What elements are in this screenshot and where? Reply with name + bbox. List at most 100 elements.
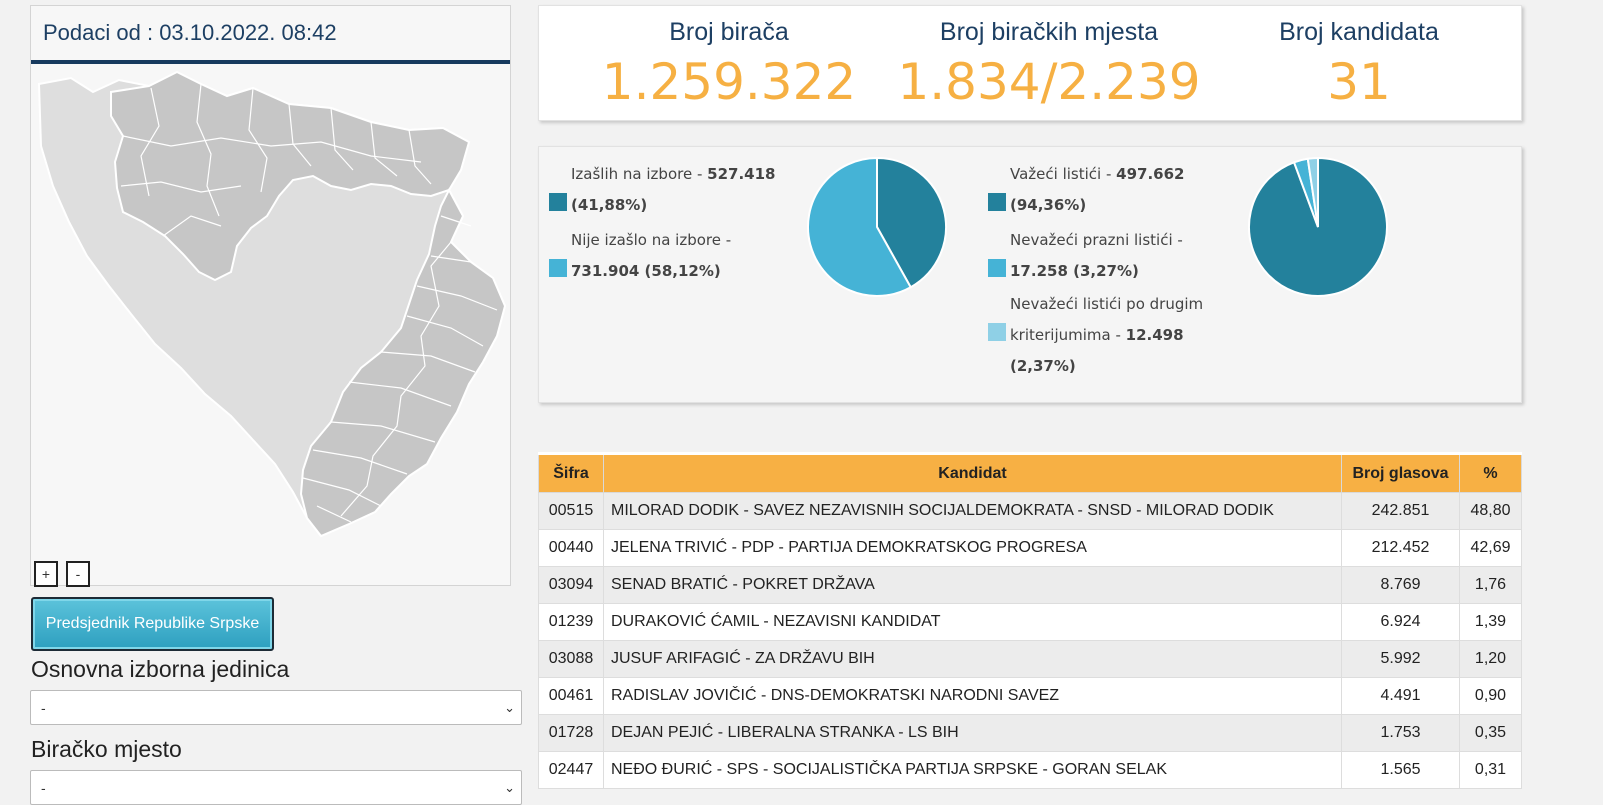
legend-blank: Nevažeći prazni listići - 17.258 (3,27%) [988, 225, 1228, 287]
cell-votes: 1.753 [1341, 714, 1460, 752]
legend-valid-value: 497.662 [1116, 165, 1185, 183]
results-table: Šifra Kandidat Broj glasova % 00515 MILOR… [538, 452, 1522, 789]
cell-code: 02447 [538, 751, 604, 789]
map-header: Podaci od : 03.10.2022. 08:42 [31, 6, 510, 64]
table-row[interactable]: 00440 JELENA TRIVIĆ - PDP - PARTIJA DEMOK… [538, 529, 1522, 567]
pie-slice[interactable] [807, 156, 913, 297]
cell-candidate: MILORAD DODIK - SAVEZ NEZAVISNIH SOCIJAL… [603, 492, 1342, 530]
ballots-pie [1248, 156, 1388, 297]
table-row[interactable]: 00515 MILORAD DODIK - SAVEZ NEZAVISNIH SO… [538, 492, 1522, 530]
chevron-down-icon: ⌄ [504, 780, 515, 795]
cell-votes: 6.924 [1341, 603, 1460, 641]
cell-candidate: RADISLAV JOVIČIĆ - DNS-DEMOKRATSKI NAROD… [603, 677, 1342, 715]
station-select-value: - [41, 780, 46, 796]
stat-candidates: Broj kandidata 31 [1239, 18, 1479, 111]
turnout-legend: Izašlih na izbore - 527.418 (41,88%) Nij… [549, 159, 789, 287]
stat-stations: Broj biračkih mjesta 1.834/2.239 [869, 18, 1229, 111]
cell-votes: 4.491 [1341, 677, 1460, 715]
col-percent[interactable]: % [1459, 452, 1522, 493]
table-header-row: Šifra Kandidat Broj glasova % [538, 452, 1522, 493]
col-candidate[interactable]: Kandidat [603, 452, 1342, 493]
cell-code: 03088 [538, 640, 604, 678]
legend-voted: Izašlih na izbore - 527.418 (41,88%) [549, 159, 789, 221]
cell-votes: 1.565 [1341, 751, 1460, 789]
cell-percent: 1,76 [1459, 566, 1522, 604]
map-panel: Podaci od : 03.10.2022. 08:42 [30, 5, 511, 587]
cell-votes: 242.851 [1341, 492, 1460, 530]
legend-other-value: 12.498 [1125, 326, 1184, 344]
col-code[interactable]: Šifra [538, 452, 604, 493]
cell-votes: 212.452 [1341, 529, 1460, 567]
legend-valid-pct: (94,36%) [1010, 196, 1087, 214]
legend-valid: Važeći listići - 497.662 (94,36%) [988, 159, 1228, 221]
table-row[interactable]: 03088 JUSUF ARIFAGIĆ - ZA DRŽAVU BIH 5.992… [538, 640, 1522, 678]
stat-candidates-value: 31 [1327, 53, 1391, 111]
legend-blank-value: 17.258 (3,27%) [1010, 262, 1139, 280]
cell-percent: 42,69 [1459, 529, 1522, 567]
table-row[interactable]: 02447 NEĐO ĐURIĆ - SPS - SOCIJALISTIČKA P… [538, 751, 1522, 789]
cell-candidate: JELENA TRIVIĆ - PDP - PARTIJA DEMOKRATSK… [603, 529, 1342, 567]
cell-code: 00440 [538, 529, 604, 567]
table-row[interactable]: 01728 DEJAN PEJIĆ - LIBERALNA STRANKA - L… [538, 714, 1522, 752]
chevron-down-icon: ⌄ [504, 700, 515, 715]
cell-percent: 0,35 [1459, 714, 1522, 752]
station-select[interactable]: - ⌄ [30, 770, 522, 805]
cell-percent: 1,39 [1459, 603, 1522, 641]
unit-select[interactable]: - ⌄ [30, 690, 522, 725]
cell-candidate: SENAD BRATIĆ - POKRET DRŽAVA [603, 566, 1342, 604]
cell-percent: 0,90 [1459, 677, 1522, 715]
ballots-legend: Važeći listići - 497.662 (94,36%) Nevaže… [988, 159, 1228, 382]
legend-valid-label: Važeći listići - [1010, 165, 1117, 183]
cell-votes: 8.769 [1341, 566, 1460, 604]
swatch-other [988, 323, 1006, 341]
cell-percent: 1,20 [1459, 640, 1522, 678]
pie-slice[interactable] [876, 156, 947, 289]
col-votes[interactable]: Broj glasova [1341, 452, 1460, 493]
cell-code: 00515 [538, 492, 604, 530]
cell-code: 00461 [538, 677, 604, 715]
turnout-pie [807, 156, 947, 297]
cell-candidate: JUSUF ARIFAGIĆ - ZA DRŽAVU BIH [603, 640, 1342, 678]
office-president-button[interactable]: Predsjednik Republike Srpske [31, 597, 274, 651]
stat-stations-label: Broj biračkih mjesta [939, 18, 1159, 46]
legend-other-label-2: kriterijumima - [1010, 326, 1126, 344]
legend-other-pct: (2,37%) [1010, 357, 1076, 375]
unit-select-value: - [41, 700, 46, 716]
map-entity-east [299, 187, 507, 538]
legend-other: Nevažeći listići po drugim kriterijumima… [988, 289, 1228, 382]
legend-not-voted: Nije izašlo na izbore - 731.904 (58,12%) [549, 225, 789, 287]
table-row[interactable]: 03094 SENAD BRATIĆ - POKRET DRŽAVA 8.769 1,… [538, 566, 1522, 604]
cell-candidate: NEĐO ĐURIĆ - SPS - SOCIJALISTIČKA PARTIJ… [603, 751, 1342, 789]
zoom-out-button[interactable]: - [66, 561, 90, 587]
data-timestamp: Podaci od : 03.10.2022. 08:42 [43, 20, 337, 45]
legend-not-voted-label: Nije izašlo na izbore - [571, 231, 732, 249]
pies-panel: Izašlih na izbore - 527.418 (41,88%) Nij… [538, 146, 1522, 403]
pie-slice[interactable] [1306, 156, 1319, 228]
legend-voted-pct: (41,88%) [571, 196, 648, 214]
legend-blank-label: Nevažeći prazni listići - [1010, 231, 1183, 249]
swatch-blank [988, 259, 1006, 277]
stats-panel: Broj birača 1.259.322 Broj biračkih mjes… [538, 5, 1522, 121]
cell-percent: 48,80 [1459, 492, 1522, 530]
table-row[interactable]: 00461 RADISLAV JOVIČIĆ - DNS-DEMOKRATSKI … [538, 677, 1522, 715]
map-entity-north [110, 70, 471, 282]
cell-candidate: DEJAN PEJIĆ - LIBERALNA STRANKA - LS BIH [603, 714, 1342, 752]
stat-candidates-label: Broj kandidata [1279, 18, 1439, 46]
cell-code: 03094 [538, 566, 604, 604]
table-row[interactable]: 01239 DURAKOVIĆ ĆAMIL - NEZAVISNI KANDIDA… [538, 603, 1522, 641]
region-map[interactable] [31, 66, 510, 561]
cell-votes: 5.992 [1341, 640, 1460, 678]
stat-voters: Broj birača 1.259.322 [579, 18, 879, 111]
stat-stations-value: 1.834/2.239 [897, 53, 1201, 111]
station-label: Biračko mjesto [31, 736, 182, 762]
swatch-voted [549, 193, 567, 211]
legend-other-label-1: Nevažeći listići po drugim [1010, 295, 1204, 313]
swatch-valid [988, 193, 1006, 211]
legend-not-voted-value: 731.904 (58,12%) [571, 262, 721, 280]
cell-code: 01728 [538, 714, 604, 752]
zoom-in-button[interactable]: + [34, 561, 58, 587]
stat-voters-label: Broj birača [669, 18, 789, 46]
municipality-borders [120, 83, 498, 523]
cell-code: 01239 [538, 603, 604, 641]
legend-voted-label: Izašlih na izbore - [571, 165, 708, 183]
